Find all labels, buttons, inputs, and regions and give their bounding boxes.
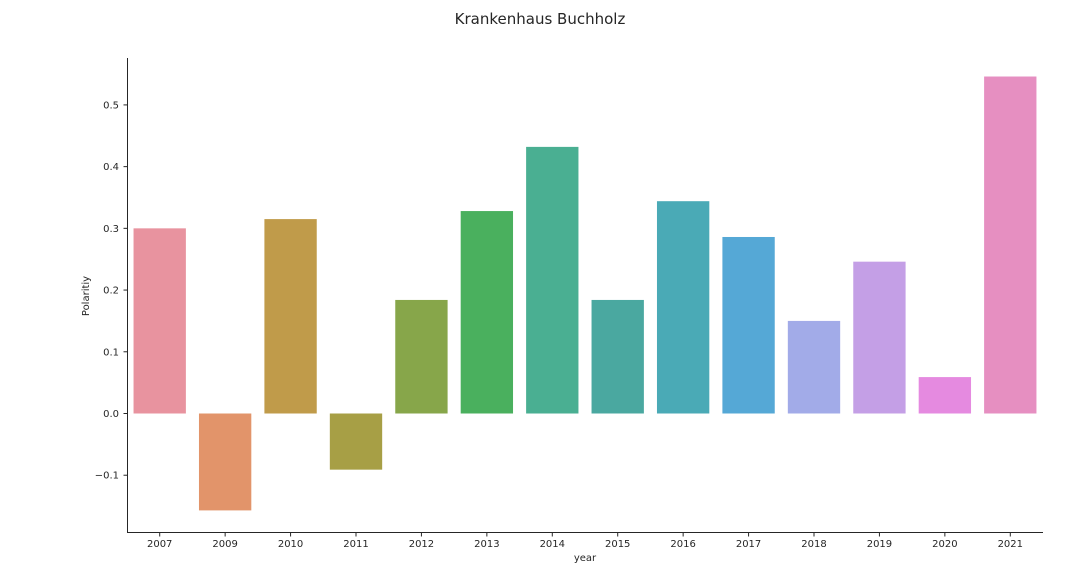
y-tick-label: 0.3 (103, 224, 119, 235)
x-tick-label: 2009 (212, 539, 237, 550)
bars-layer (133, 76, 1037, 511)
bar-2012 (395, 299, 448, 414)
y-ticks-layer: −0.1 0.0 0.1 0.2 0.3 0.4 0.5 (95, 100, 128, 482)
bar-2014 (526, 146, 579, 414)
bar-2016 (656, 201, 710, 414)
bar-2019 (853, 261, 906, 414)
bar-2007 (133, 228, 186, 414)
x-tick-label: 2015 (605, 539, 630, 550)
bar-2017 (722, 236, 775, 414)
y-tick-label: −0.1 (95, 471, 119, 482)
x-tick-label: 2018 (801, 539, 826, 550)
x-tick-label: 2021 (998, 539, 1023, 550)
bar-2011 (329, 413, 383, 470)
x-tick-label: 2014 (540, 539, 565, 550)
x-tick-label: 2007 (147, 539, 172, 550)
bar-2020 (918, 377, 972, 414)
x-tick-label: 2016 (670, 539, 695, 550)
y-tick-label: 0.2 (103, 286, 119, 297)
chart-title: Krankenhaus Buchholz (455, 10, 626, 28)
bar-2021 (984, 76, 1037, 414)
x-tick-label: 2010 (278, 539, 303, 550)
x-tick-label: 2020 (932, 539, 957, 550)
bar-2013 (460, 211, 514, 414)
y-tick-label: 0.1 (103, 347, 119, 358)
y-tick-label: 0.5 (103, 100, 119, 111)
y-axis-label: Polaritiy (81, 276, 92, 316)
x-tick-label: 2019 (867, 539, 892, 550)
x-axis-label: year (574, 553, 597, 564)
x-tick-label: 2011 (343, 539, 368, 550)
y-tick-label: 0.4 (103, 162, 119, 173)
bar-2018 (787, 320, 841, 414)
bar-2015 (591, 299, 644, 414)
y-tick-label: 0.0 (103, 409, 119, 420)
bar-2009 (198, 413, 252, 511)
x-ticks-layer: 2007 2009 2010 2011 2012 2013 2014 2015 2016 2017… (147, 532, 1023, 550)
bar-2010 (264, 219, 317, 414)
x-tick-label: 2017 (736, 539, 761, 550)
x-tick-label: 2013 (474, 539, 499, 550)
x-tick-label: 2012 (409, 539, 434, 550)
